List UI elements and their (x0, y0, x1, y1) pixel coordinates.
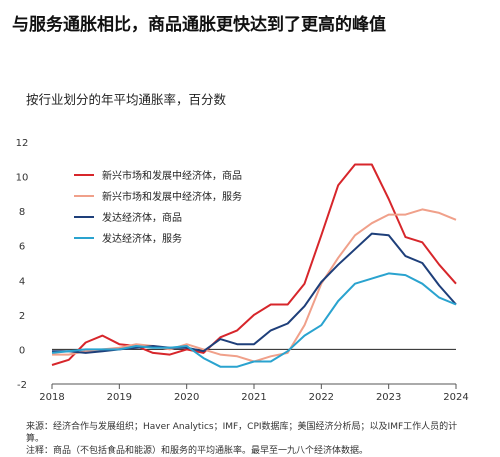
y-tick-label: 2 (19, 311, 25, 322)
y-tick-label: 10 (16, 173, 29, 184)
x-tick-label: 2023 (376, 392, 401, 403)
chart-subtitle: 按行业划分的年平均通胀率，百分数 (26, 92, 227, 107)
y-tick-label: 0 (19, 345, 25, 356)
y-tick-label: -2 (17, 380, 27, 391)
series-line-1 (51, 163, 457, 366)
legend-label: 发达经济体，服务 (102, 232, 182, 245)
series-line-2 (52, 208, 457, 363)
legend-label: 新兴市场和发展中经济体，商品 (102, 169, 242, 182)
y-tick-label: 4 (19, 276, 25, 287)
x-tick-label: 2024 (443, 392, 468, 403)
y-tick-label: 8 (19, 207, 25, 218)
legend-label: 发达经济体，商品 (102, 211, 182, 224)
x-tick-label: 2021 (241, 392, 266, 403)
source-note: 来源：经济合作与发展组织；Haver Analytics；IMF，CPI数据库；… (26, 422, 458, 444)
x-tick-label: 2022 (309, 392, 334, 403)
chart-title: 与服务通胀相比，商品通胀更快达到了更高的峰值 (12, 15, 386, 35)
y-tick-label: 12 (16, 138, 29, 149)
x-tick-label: 2019 (107, 392, 132, 403)
x-tick-label: 2018 (39, 392, 64, 403)
series-line-4 (51, 272, 457, 368)
footnote-partial: 注释：商品（不包括食品和能源）和服务的平均通胀率。最早至一九八个经济体数据。 (26, 446, 369, 456)
series-line-3 (52, 232, 457, 354)
y-tick-label: 6 (19, 242, 25, 253)
legend-label: 新兴市场和发展中经济体，服务 (102, 190, 242, 203)
x-tick-label: 2020 (174, 392, 199, 403)
